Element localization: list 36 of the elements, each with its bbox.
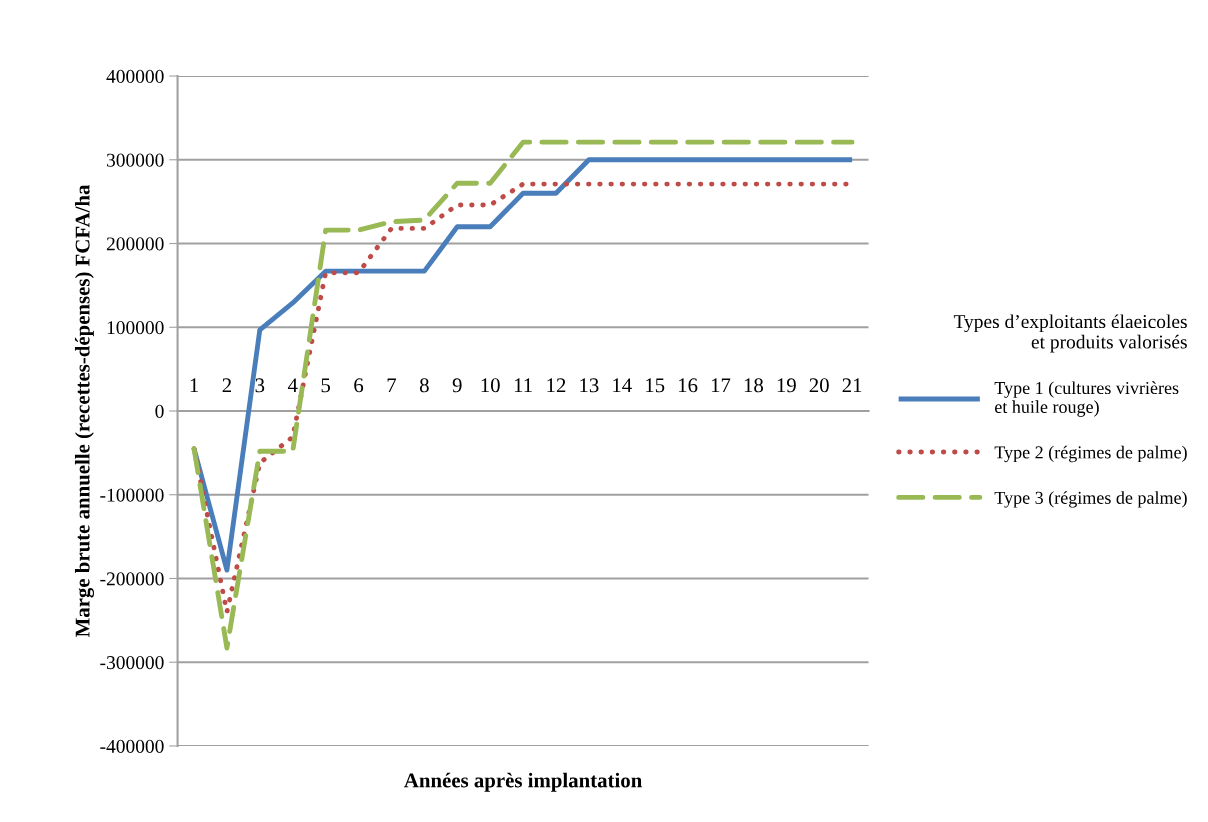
y-axis-title: Marge brute annuelle (recettes-dépenses) FCFA/ha xyxy=(74,184,95,638)
legend-label: Type 2 (régimes de palme) xyxy=(994,445,1187,463)
x-tick-label: 15 xyxy=(646,378,665,393)
x-tick-label: 12 xyxy=(547,378,566,393)
x-tick-label: 2 xyxy=(222,378,231,393)
x-tick-label: 13 xyxy=(580,378,599,393)
y-tick-label: -300000 xyxy=(100,656,164,670)
x-tick-label: 10 xyxy=(481,378,500,393)
legend-label: Type 1 (cultures vivrières et huile rouge) xyxy=(994,381,1179,417)
x-tick-label: 5 xyxy=(321,378,331,393)
legend-label: Type 3 (régimes de palme) xyxy=(994,491,1187,508)
x-axis-title: Années après implantation xyxy=(404,772,642,792)
x-tick-label: 8 xyxy=(419,378,429,393)
x-tick-label: 20 xyxy=(809,378,829,393)
x-tick-label: 14 xyxy=(613,378,632,393)
x-tick-label: 4 xyxy=(287,378,298,393)
x-tick-label: 11 xyxy=(514,378,532,393)
y-tick-label: 100000 xyxy=(107,321,164,335)
x-tick-label: 6 xyxy=(354,378,364,393)
legend-title: Types d’exploitants élaeicoles et produits valorisés xyxy=(953,314,1187,353)
x-tick-label: 21 xyxy=(842,378,862,393)
y-tick-label: -100000 xyxy=(100,488,164,502)
y-tick-label: 400000 xyxy=(106,69,164,83)
x-tick-label: 19 xyxy=(777,378,796,393)
x-tick-label: 3 xyxy=(255,378,265,393)
y-tick-label: -200000 xyxy=(100,572,164,586)
x-tick-label: 18 xyxy=(744,378,764,393)
x-tick-label: 17 xyxy=(711,378,731,393)
x-tick-label: 7 xyxy=(387,378,397,393)
x-tick-label: 16 xyxy=(679,378,698,393)
y-tick-label: 0 xyxy=(155,404,164,418)
x-tick-label: 1 xyxy=(190,378,198,393)
y-tick-label: -400000 xyxy=(100,739,164,753)
x-tick-label: 9 xyxy=(452,378,462,393)
y-tick-label: 200000 xyxy=(106,237,164,251)
y-tick-label: 300000 xyxy=(106,153,164,167)
